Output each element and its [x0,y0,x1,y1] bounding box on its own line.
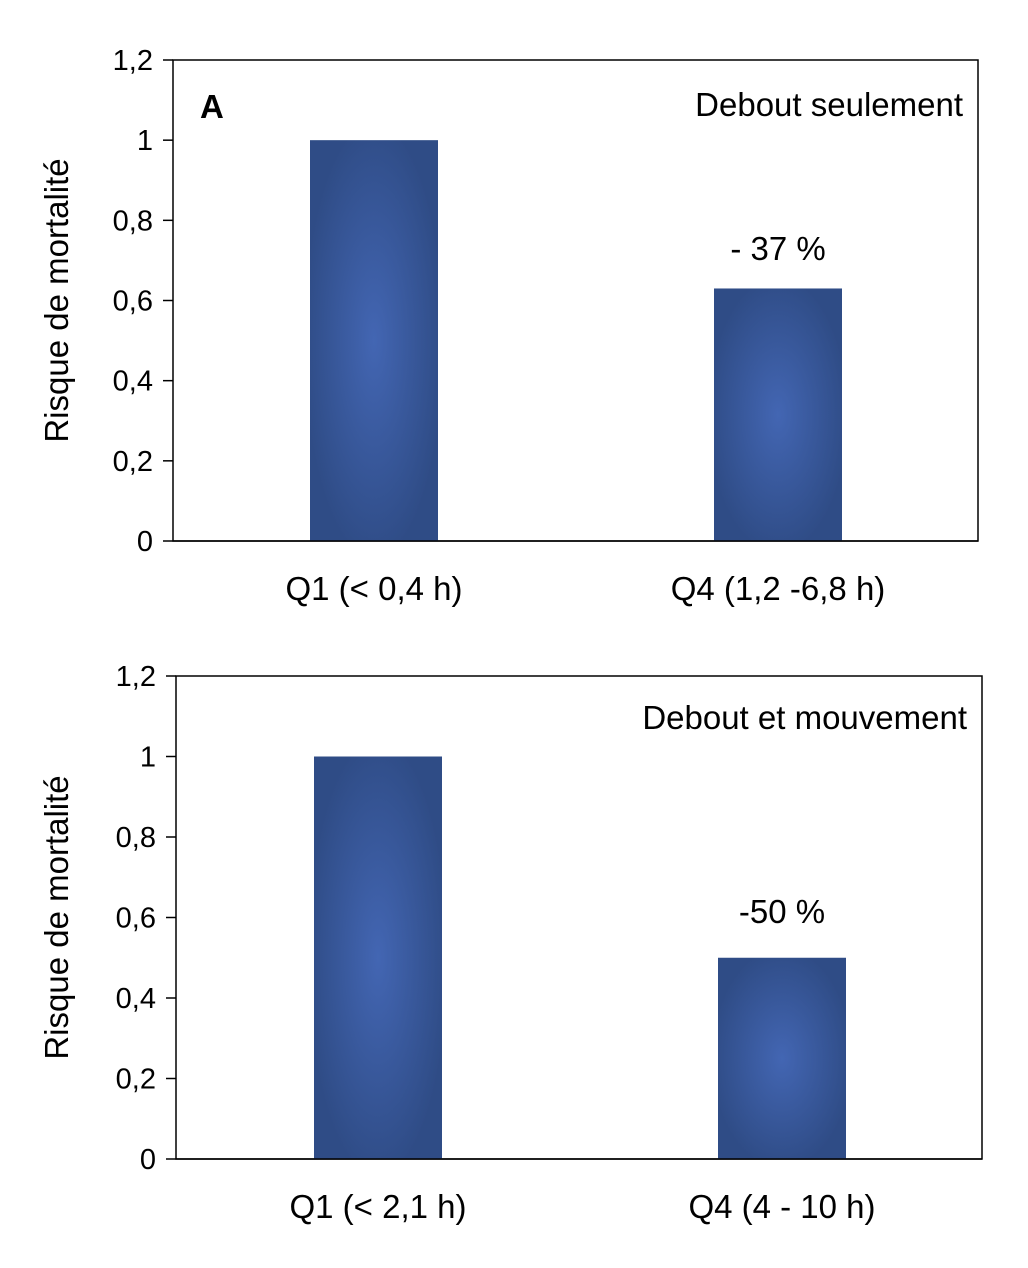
bar-2 [714,288,842,541]
y-tick-label: 0,8 [116,822,156,854]
bar-data-label: - 37 % [730,230,825,267]
y-tick-label: 0,2 [116,1064,156,1096]
y-tick-label: 0,8 [113,205,153,237]
chart-panel-1: 0 0,2 0,4 0,6 0,8 1 1,2 Risque de mortalité Q1 (… [38,45,979,607]
y-tick-label: 1 [137,125,153,157]
y-axis-label: Risque de mortalité [38,158,75,442]
y-axis-label: Risque de mortalité [38,775,75,1059]
y-tick-label: 0,6 [113,286,153,318]
y-tick-label: 1 [140,742,156,774]
bar-data-label: -50 % [739,893,825,930]
y-tick-label: 1,2 [113,45,153,77]
y-tick-label: 0,4 [113,366,153,398]
y-tick-label: 0 [140,1144,156,1176]
x-category-label: Q1 (< 2,1 h) [289,1188,466,1225]
y-tick-label: 0,4 [116,983,156,1015]
plot-area-frame [172,59,979,542]
bar-1 [314,756,442,1159]
plot-area-frame [175,675,983,1160]
x-category-label: Q1 (< 0,4 h) [285,570,462,607]
x-category-label: Q4 (1,2 -6,8 h) [671,570,886,607]
bar-1 [310,140,438,541]
panel-letter: A [200,88,224,125]
y-tick-label: 0,6 [116,903,156,935]
y-tick-label: 0,2 [113,446,153,478]
y-tick-label: 1,2 [116,661,156,693]
panel-title: Debout seulement [695,86,963,123]
panel-title: Debout et mouvement [642,699,967,736]
chart-panel-2: 0 0,2 0,4 0,6 0,8 1 1,2 Risque de mortalité Q1 (… [38,661,983,1225]
x-category-label: Q4 (4 - 10 h) [688,1188,875,1225]
bar-2 [718,957,846,1159]
y-tick-label: 0 [137,526,153,558]
